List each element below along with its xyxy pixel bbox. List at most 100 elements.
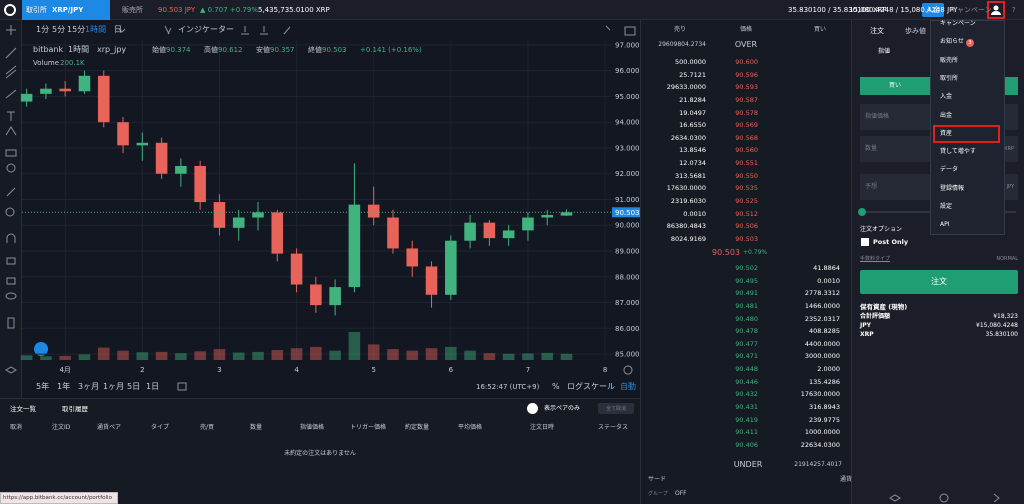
group-value[interactable]: OFF [675, 490, 687, 497]
tab[interactable]: 取引所 [26, 6, 47, 14]
user-button[interactable] [987, 1, 1005, 19]
x-tick-label: 2 [140, 366, 144, 374]
toggle[interactable] [527, 403, 538, 414]
volume: 5,435,735.0100 XRP [258, 6, 330, 14]
range-button[interactable]: 5年 [36, 382, 50, 391]
candle-body [136, 142, 149, 146]
bid-amount: 2.0000 [817, 365, 840, 374]
log-toggle[interactable]: ログスケール [567, 382, 615, 391]
range-button[interactable]: 1日 [146, 382, 160, 391]
tool-sidebar [0, 20, 22, 398]
order-type[interactable]: 指値 [878, 48, 891, 55]
volume-bar [464, 350, 476, 360]
checkbox[interactable] [861, 238, 869, 246]
tab[interactable]: 歩み値 [905, 27, 926, 35]
under: UNDER [733, 460, 763, 469]
cancel-all-button[interactable] [598, 403, 634, 414]
currency: 通貨 [840, 476, 853, 483]
user-icon [993, 5, 999, 11]
legend-value: 90.503 [322, 46, 347, 54]
menu-item[interactable]: 設定 [940, 203, 953, 210]
volume-bar [483, 353, 496, 360]
menu-item[interactable]: 販売所 [940, 56, 959, 64]
ask-amount: 8024.9169 [670, 234, 706, 243]
range-button[interactable]: 1年 [57, 382, 71, 391]
placeholder: 指値価格 [865, 113, 890, 120]
pair[interactable]: XRP/JPY [52, 6, 84, 14]
column-header: 平均価格 [458, 424, 483, 431]
ask-price: 90.568 [735, 133, 758, 142]
interval-button[interactable]: 15分 [67, 25, 86, 34]
menu-item[interactable]: API [940, 221, 950, 229]
deposit[interactable]: 入金 [926, 6, 940, 14]
ask-price: 90.525 [735, 197, 758, 206]
tab[interactable]: 注文一覧 [10, 405, 36, 413]
buy[interactable]: 買い [888, 82, 901, 89]
range-button[interactable]: 5日 [127, 382, 141, 391]
column-header: 売り [673, 26, 686, 33]
ask-price: 90.560 [735, 146, 758, 155]
volume-bar [232, 352, 245, 360]
interval-button[interactable]: 1時間 [85, 25, 107, 34]
volume-value: 200.1K [60, 59, 85, 67]
bid-price: 90.471 [735, 352, 758, 361]
status-url: https://app.bitbank.cc/account/portfolio [3, 495, 112, 501]
cancel-all[interactable]: 全て取消 [605, 406, 626, 412]
range-button[interactable]: 1ヶ月 [103, 382, 125, 391]
badge: 3 [966, 39, 974, 47]
auto-toggle[interactable]: 自動 [620, 382, 636, 391]
submit-button[interactable] [860, 270, 1018, 294]
y-tick-label: 97.000 [615, 41, 640, 49]
campaign[interactable]: キャンペーン [950, 6, 992, 14]
bid-amount: 41.8864 [813, 264, 840, 272]
slider-knob[interactable] [858, 208, 866, 216]
menu-item[interactable]: お知らせ [940, 38, 964, 46]
column-header: 通貨ペア [97, 424, 122, 431]
tab[interactable]: 注文 [870, 27, 884, 35]
candle-body [483, 222, 496, 239]
bid-price: 90.478 [735, 327, 758, 336]
column-header: ステータス [598, 424, 629, 431]
candle-body [560, 212, 573, 216]
volume-bar [271, 350, 284, 360]
ask-amount: 21.8284 [679, 95, 706, 104]
interval-button[interactable]: 日 [114, 25, 122, 34]
indicator-button[interactable]: インジケーター [178, 25, 234, 34]
chart-symbol: xrp_jpy [97, 45, 127, 54]
deposit-button[interactable] [922, 3, 944, 17]
candle-body [425, 266, 438, 295]
ask-amount: 19.0497 [679, 108, 706, 117]
logo[interactable] [4, 4, 16, 16]
help[interactable]: ? [1012, 6, 1016, 14]
column-header: 注文ID [52, 424, 71, 431]
range-button[interactable]: 3ヶ月 [78, 382, 100, 391]
menu-item[interactable]: 資産 [940, 129, 953, 137]
menu-item[interactable]: 出金 [940, 111, 953, 119]
menu-item[interactable]: データ [940, 166, 959, 174]
volume-bar [117, 350, 129, 360]
volume-bar [387, 349, 399, 360]
ask-amount: 25.7121 [679, 70, 706, 79]
legend-value: 90.612 [218, 46, 243, 54]
tab[interactable]: 販売所 [122, 6, 143, 14]
ask-price: 90.578 [735, 108, 758, 117]
volume-bar [329, 350, 341, 360]
ask-price: 90.596 [735, 70, 758, 79]
volume-bar [560, 353, 573, 360]
candle-body [329, 287, 341, 306]
menu-item[interactable]: 入金 [940, 93, 953, 101]
interval-button[interactable]: 1分 [36, 25, 50, 34]
pair-tab[interactable] [22, 0, 110, 20]
tab[interactable]: 取引履歴 [62, 405, 88, 413]
candle-body [175, 165, 187, 174]
percent-toggle[interactable]: % [552, 382, 560, 391]
menu-item[interactable]: キャンペーン [940, 20, 976, 27]
menu-item[interactable]: 登録情報 [940, 184, 965, 192]
ask-price: 90.587 [735, 95, 758, 104]
interval-button[interactable]: 5分 [52, 25, 66, 34]
submit[interactable]: 注文 [931, 277, 947, 286]
menu-item[interactable]: 貸して増やす [940, 148, 976, 156]
menu-item[interactable]: 取引所 [940, 74, 959, 82]
candle-body [502, 230, 515, 239]
bid-price: 90.502 [735, 264, 758, 272]
